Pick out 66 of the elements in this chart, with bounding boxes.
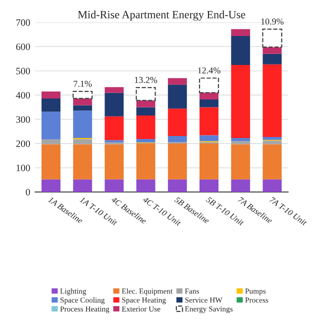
bar	[104, 92, 124, 116]
bar	[231, 36, 250, 66]
bar	[231, 144, 250, 180]
bar	[42, 98, 60, 112]
bar	[136, 115, 156, 139]
bar	[168, 108, 187, 136]
bar	[136, 138, 156, 142]
bar	[168, 78, 187, 85]
bar	[104, 116, 124, 140]
y-tick-label: 300	[16, 116, 30, 123]
annotation: 7.1%	[74, 80, 92, 87]
bar	[73, 98, 92, 106]
y-tick-label: 400	[16, 92, 30, 99]
bar	[262, 179, 282, 192]
bar	[231, 141, 250, 144]
bar	[168, 136, 187, 142]
y-tick-label: 600	[16, 44, 30, 50]
bar	[168, 179, 187, 192]
bar	[262, 140, 282, 144]
y-tick-label: 200	[16, 140, 30, 148]
bar	[262, 137, 282, 140]
bar	[73, 139, 92, 144]
bar	[200, 135, 218, 142]
bar	[262, 28, 282, 48]
bar	[168, 144, 187, 180]
bar	[198, 78, 220, 94]
bar	[42, 139, 60, 144]
bar	[262, 64, 282, 137]
bar	[231, 29, 250, 36]
y-tick-label: 0	[26, 188, 30, 196]
bar	[72, 90, 93, 100]
bar	[231, 65, 250, 138]
bar	[136, 107, 156, 116]
y-tick-label: 100	[16, 164, 30, 172]
bar	[231, 179, 250, 192]
bar	[42, 144, 60, 180]
bar	[200, 92, 218, 100]
bar	[262, 47, 282, 54]
bar	[200, 99, 218, 108]
bar	[104, 144, 124, 180]
bar	[200, 144, 218, 180]
annotation: 13.2%	[134, 76, 158, 84]
bar	[42, 91, 60, 98]
chart-title: Mid-Rise Apartment Energy End-Use	[78, 10, 246, 21]
bar	[136, 144, 156, 180]
bar	[136, 87, 156, 101]
bar	[231, 138, 250, 142]
annotation: 10.9%	[261, 18, 284, 25]
bar	[136, 100, 156, 108]
y-tick-label: 700	[16, 19, 30, 26]
bar	[73, 144, 92, 180]
bar	[73, 110, 92, 138]
y-tick-label: 500	[16, 68, 30, 74]
bar	[104, 87, 124, 93]
bar	[42, 179, 60, 192]
bar	[42, 112, 60, 140]
bar	[168, 84, 187, 109]
bar	[200, 107, 218, 136]
bar	[136, 179, 156, 192]
bar	[262, 144, 282, 180]
bar	[73, 105, 92, 111]
annotation: 12.4%	[198, 67, 220, 74]
bar	[73, 179, 92, 192]
bar	[262, 54, 282, 64]
bar	[104, 179, 124, 192]
bar	[200, 179, 218, 192]
